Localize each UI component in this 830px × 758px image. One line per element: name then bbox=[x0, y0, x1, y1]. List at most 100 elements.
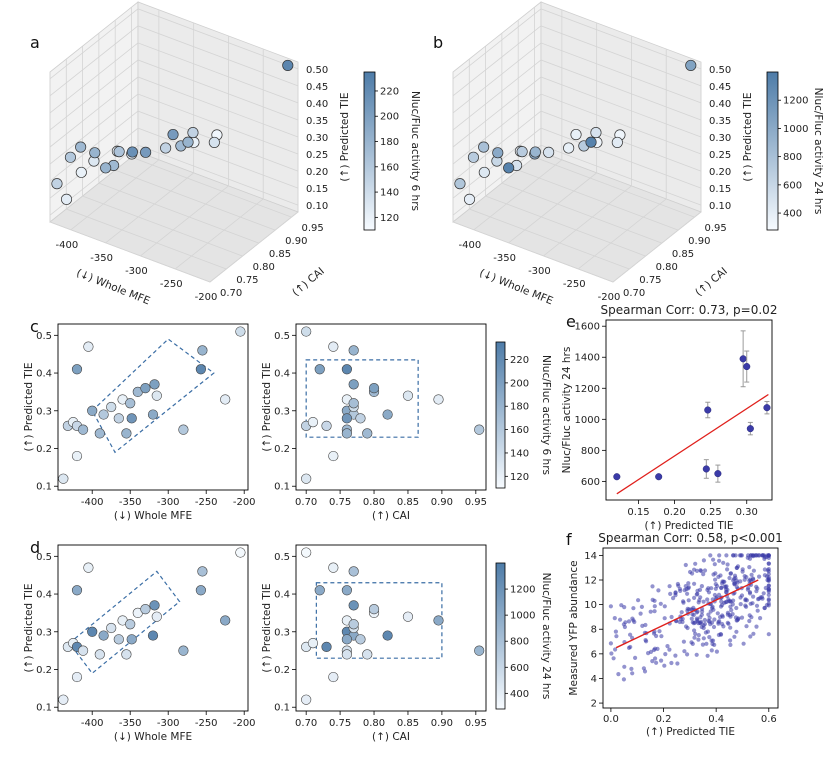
y-tick-label: 0.3 bbox=[274, 627, 290, 638]
x-tick-label: 0.75 bbox=[329, 718, 351, 729]
data-point bbox=[761, 591, 766, 596]
x-tick-label: -250 bbox=[195, 497, 218, 508]
data-point bbox=[716, 574, 721, 580]
data-point bbox=[650, 659, 655, 664]
data-point bbox=[178, 424, 189, 435]
data-point bbox=[709, 638, 714, 643]
colorbar-tick-label: 400 bbox=[510, 689, 529, 700]
data-point bbox=[235, 326, 246, 337]
data-point bbox=[729, 608, 734, 613]
y-tick-label: 600 bbox=[581, 477, 600, 488]
data-point bbox=[113, 413, 124, 424]
y-tick-label: 0.2 bbox=[36, 665, 52, 676]
x-tick-label: 0.80 bbox=[363, 718, 385, 729]
colorbar-tick-label: 400 bbox=[783, 209, 802, 220]
data-point bbox=[728, 638, 733, 643]
data-point bbox=[706, 590, 712, 595]
data-point bbox=[474, 645, 485, 656]
data-point bbox=[149, 600, 160, 611]
data-point bbox=[75, 141, 87, 153]
data-point bbox=[702, 568, 708, 573]
data-point bbox=[725, 567, 730, 572]
data-point bbox=[611, 136, 623, 148]
data-point bbox=[732, 634, 737, 639]
data-point bbox=[692, 635, 697, 640]
y-tick-label: 0.4 bbox=[274, 590, 290, 601]
data-point bbox=[467, 151, 479, 163]
data-point bbox=[77, 424, 89, 435]
data-point bbox=[629, 666, 634, 672]
data-point bbox=[613, 647, 618, 652]
data-point bbox=[695, 588, 700, 593]
panel-f: f Spearman Corr: 0.58, p<0.001 0.0 0.2 0.4 0.… bbox=[566, 530, 783, 738]
panel-a: a -400 -350 -300 -250 -200 0.70 0.75 0.80 0.85 0.9… bbox=[30, 1, 351, 307]
data-point bbox=[433, 615, 444, 626]
data-point bbox=[616, 672, 621, 677]
x-tick-label: -350 bbox=[119, 497, 142, 508]
x-tick-label: -200 bbox=[195, 292, 218, 303]
data-point bbox=[382, 409, 393, 420]
data-point bbox=[735, 618, 740, 623]
data-point bbox=[766, 597, 771, 602]
y-tick-label: 0.4 bbox=[36, 369, 52, 380]
data-point bbox=[178, 645, 189, 656]
x-tick-label: 0.75 bbox=[329, 497, 351, 508]
z-tick-label: 0.30 bbox=[709, 133, 731, 144]
data-point bbox=[235, 547, 246, 558]
data-point bbox=[362, 649, 373, 660]
data-point bbox=[167, 128, 179, 141]
data-point bbox=[695, 609, 700, 614]
data-point bbox=[98, 630, 109, 641]
data-point bbox=[724, 584, 729, 589]
grid-line bbox=[452, 144, 702, 216]
data-point bbox=[698, 568, 704, 574]
z-tick-label: 0.20 bbox=[306, 167, 328, 178]
data-point bbox=[692, 628, 697, 633]
data-point bbox=[751, 594, 756, 599]
colorbar-tick-label: 160 bbox=[510, 425, 529, 436]
data-point bbox=[659, 658, 664, 663]
data-point bbox=[737, 553, 743, 558]
data-point bbox=[721, 560, 726, 565]
y-tick-label: 0.90 bbox=[688, 236, 710, 247]
data-point bbox=[328, 562, 339, 573]
colorbar: 120 140 160 180 200 220 Nluc/Fluc activity 6 h… bbox=[495, 341, 552, 489]
data-point bbox=[301, 547, 312, 558]
colorbar-bar bbox=[766, 71, 779, 231]
data-point bbox=[728, 642, 733, 648]
data-point bbox=[125, 398, 136, 409]
data-point bbox=[754, 624, 759, 629]
data-point bbox=[716, 592, 722, 597]
x-axis-label: (↓) Whole MFE bbox=[114, 510, 192, 522]
data-point bbox=[87, 626, 98, 637]
subplot-left: -400 -350 -300 -250 -200 0.1 0.2 0.3 0.4 0.5 (↓) W… bbox=[23, 544, 256, 743]
y-axis-label: Measured YFP abundance bbox=[568, 560, 580, 695]
grid-line bbox=[508, 22, 598, 244]
data-point bbox=[89, 147, 101, 159]
data-point bbox=[766, 588, 771, 593]
data-point bbox=[341, 413, 352, 424]
data-point bbox=[684, 624, 689, 629]
plot-frame bbox=[295, 323, 487, 491]
data-point bbox=[125, 619, 136, 630]
colorbar-tick-label: 220 bbox=[510, 355, 529, 366]
data-point bbox=[690, 641, 695, 647]
panel-letter: d bbox=[30, 538, 40, 557]
colorbar-tick-label: 220 bbox=[380, 86, 399, 97]
y-tick-label: 0.95 bbox=[301, 223, 323, 234]
y-axis-label: (↑) CAI bbox=[290, 265, 327, 299]
y-tick-label: 0.70 bbox=[623, 288, 645, 299]
data-point bbox=[650, 584, 655, 589]
data-point bbox=[762, 567, 768, 572]
data-point bbox=[712, 562, 717, 567]
x-tick-label: -200 bbox=[233, 497, 256, 508]
data-point bbox=[307, 416, 319, 428]
y-axis-label: (↑) Predicted TIE bbox=[23, 583, 35, 672]
data-point bbox=[638, 611, 643, 616]
data-point bbox=[751, 631, 756, 636]
x-axis-label: (↓) Whole MFE bbox=[114, 731, 192, 743]
grid-line bbox=[105, 22, 195, 244]
x-tick-label: -300 bbox=[157, 497, 180, 508]
data-point bbox=[622, 624, 628, 630]
data-point bbox=[766, 592, 771, 598]
